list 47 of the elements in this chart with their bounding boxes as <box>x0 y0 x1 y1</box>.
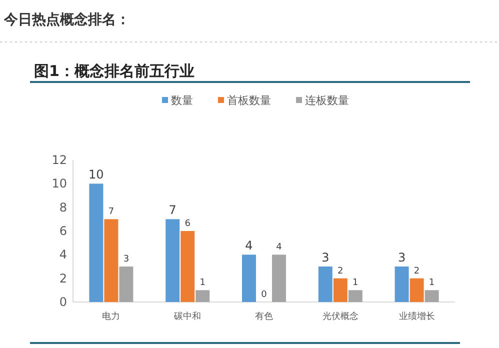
y-tick-label: 12 <box>52 153 67 167</box>
data-label: 0 <box>261 290 268 300</box>
y-tick-label: 10 <box>52 176 67 191</box>
y-tick-label: 8 <box>59 200 67 214</box>
bar <box>348 290 362 302</box>
data-label: 1 <box>428 278 435 288</box>
bar <box>333 278 348 302</box>
data-label: 3 <box>123 254 130 264</box>
bar <box>119 266 134 302</box>
bar <box>180 231 195 302</box>
y-tick-label: 6 <box>59 224 67 238</box>
data-label: 10 <box>88 168 104 182</box>
data-label: 3 <box>398 250 406 264</box>
bar <box>89 184 104 302</box>
legend-label: 首板数量 <box>227 94 271 107</box>
data-label: 2 <box>414 266 420 276</box>
x-tick-label: 业绩增长 <box>398 311 435 322</box>
x-tick-label: 光伏概念 <box>322 311 358 322</box>
x-tick-label: 有色 <box>255 311 273 322</box>
plot: 0 2 4 6 8 10 12 电力 碳中和 有色 光伏概念 业绩增长 10 7 4 3 3 7 6 0 2 2 3 1 4 1 1 <box>52 153 456 322</box>
bar <box>196 290 210 302</box>
x-tick-label: 碳中和 <box>173 311 202 322</box>
y-tick-label: 4 <box>59 248 67 262</box>
y-tick-label: 0 <box>59 295 67 309</box>
bar <box>410 278 424 302</box>
legend-label: 数量 <box>171 94 193 107</box>
data-label: 6 <box>184 219 191 229</box>
data-label: 7 <box>168 203 176 218</box>
chart-subtitle: 图1：概念排名前五行业 <box>34 62 194 80</box>
bar <box>394 266 409 302</box>
y-tick-label: 2 <box>59 271 67 286</box>
data-label: 4 <box>245 238 253 253</box>
chart-title: 今日热点概念排名： <box>3 12 130 28</box>
bar <box>104 219 118 302</box>
bar <box>424 290 439 302</box>
bar <box>318 266 332 302</box>
x-tick-label: 电力 <box>102 311 120 322</box>
data-label: 4 <box>276 242 282 253</box>
bar <box>166 219 180 302</box>
bar <box>242 254 256 302</box>
data-label: 1 <box>200 278 206 288</box>
legend-label: 连板数量 <box>305 94 349 107</box>
data-label: 2 <box>338 266 344 276</box>
bar <box>272 254 286 302</box>
data-label: 7 <box>108 207 114 218</box>
data-label: 3 <box>322 250 330 264</box>
data-label: 1 <box>352 278 358 288</box>
